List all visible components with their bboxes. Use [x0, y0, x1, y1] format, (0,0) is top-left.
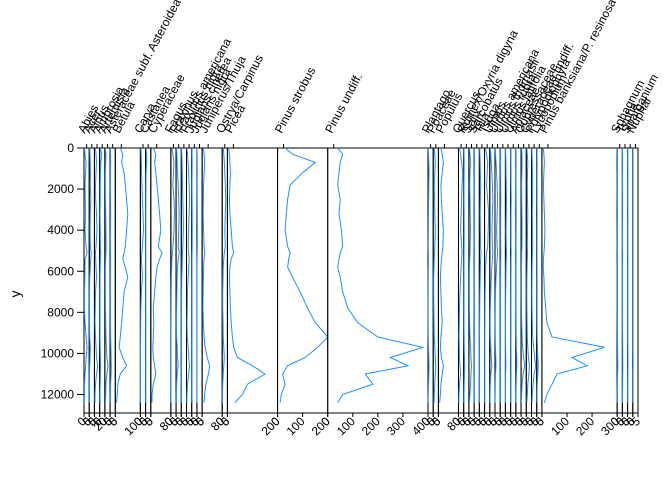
panel-frame [327, 147, 429, 414]
taxon-line [99, 147, 103, 403]
panel-frame [457, 147, 465, 414]
panel-frame [201, 147, 223, 414]
y-axis: 0 2000 4000 6000 8000 10000 12000 [41, 141, 84, 402]
taxon-line [531, 147, 537, 403]
taxon-line [520, 147, 526, 403]
x-tick-label: 100 [334, 414, 358, 438]
taxon-line [510, 148, 512, 403]
panel-frame [632, 147, 639, 414]
panel-frame [277, 147, 329, 414]
taxon-line [88, 147, 92, 403]
taxon-line [499, 147, 502, 403]
taxon-line [468, 147, 473, 403]
taxon-line [337, 147, 425, 403]
taxon-line [489, 147, 494, 403]
y-tick-label: 10000 [41, 346, 75, 360]
taxon-line [505, 147, 508, 403]
x-tick-label: 200 [359, 414, 383, 438]
taxon-panels: 05Abies05Acer05Alnus020Ambrosia05Artemis… [74, 0, 661, 438]
taxon-line [151, 147, 163, 403]
taxon-line [478, 147, 482, 403]
taxon-line [515, 147, 518, 403]
taxon-line [175, 147, 180, 403]
y-tick-label: 4000 [47, 223, 74, 237]
taxon-line [116, 147, 129, 403]
x-tick-label: 200 [573, 414, 597, 438]
taxon-line [439, 147, 444, 403]
taxon-line [170, 147, 176, 403]
panel-frame [114, 147, 141, 414]
panel-frame [226, 147, 279, 414]
taxon-line [228, 147, 266, 404]
taxon-line [433, 147, 437, 403]
panel-frame [150, 147, 172, 414]
y-tick-label: 2000 [47, 182, 74, 196]
x-tick-label: 100 [284, 414, 308, 438]
taxon-line [616, 147, 619, 403]
taxon-line [427, 147, 430, 403]
taxon-line [140, 147, 145, 403]
x-tick-label: 100 [548, 414, 572, 438]
panel-frame [139, 147, 147, 414]
panel-frame [196, 147, 203, 414]
taxon-line [180, 147, 184, 403]
taxon-line [94, 147, 99, 403]
taxon-name: Pinus undiff. [322, 71, 365, 136]
taxon-line [202, 147, 211, 403]
taxon-line [536, 147, 539, 403]
taxon-line [145, 147, 148, 403]
y-tick-label: 8000 [47, 305, 74, 319]
y-axis-label: y [7, 291, 23, 298]
taxon-line [484, 147, 490, 403]
taxon-name: Pinus strobus [272, 65, 318, 136]
taxon-line [109, 147, 112, 403]
y-tick-label: 6000 [47, 264, 74, 278]
taxon-line [542, 147, 605, 403]
taxon-line [463, 147, 466, 403]
taxon-line [83, 147, 88, 403]
taxon-line [186, 147, 191, 403]
panel-frame [541, 147, 618, 414]
taxon-line [191, 147, 193, 403]
taxon-line [526, 147, 530, 403]
taxon-line [221, 147, 227, 403]
y-tick-label: 12000 [41, 388, 75, 402]
taxon-line [279, 147, 329, 403]
x-tick-label: 300 [384, 414, 408, 438]
y-tick-label: 0 [67, 141, 74, 155]
panel-frame [473, 147, 480, 414]
taxon-line [494, 147, 499, 403]
taxon-line [458, 147, 464, 403]
taxon-line [104, 147, 109, 403]
panel-frame [627, 147, 634, 414]
